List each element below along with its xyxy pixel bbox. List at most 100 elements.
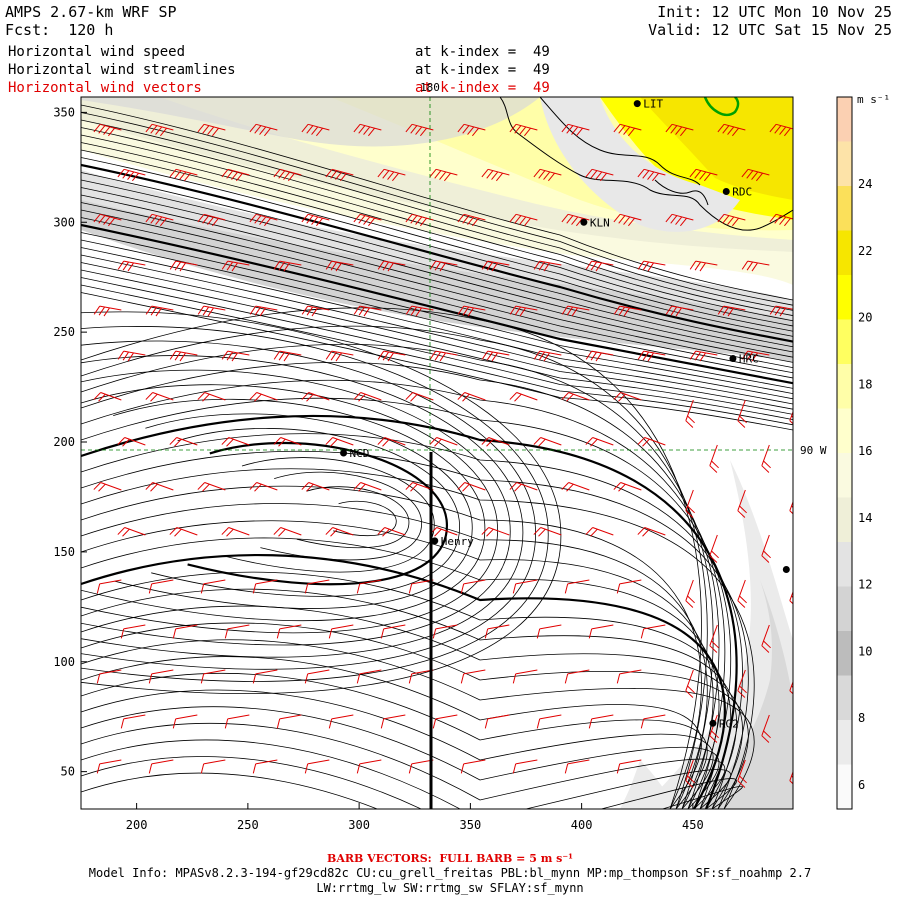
wind-barb <box>325 437 354 447</box>
wind-barb <box>564 669 590 684</box>
wind-barb <box>93 123 122 137</box>
wind-barb <box>616 669 642 684</box>
streamline <box>81 485 702 809</box>
colorbar-tick-label: 18 <box>858 377 872 391</box>
streamline <box>114 413 473 609</box>
streamline <box>151 428 460 597</box>
wind-barb <box>536 624 562 639</box>
streamline <box>81 284 793 426</box>
colorbar-tick-label: 20 <box>858 311 872 325</box>
wind-barb <box>561 482 590 492</box>
wind-barb <box>429 350 458 362</box>
wind-barb <box>148 579 174 594</box>
colorbar-band <box>837 542 852 587</box>
wind-barb <box>169 168 198 182</box>
wind-barb <box>509 213 538 227</box>
station-markers: LIT RDC KLN HRC NCD Henry RG2 <box>340 98 790 730</box>
wind-barb <box>685 399 695 428</box>
wind-barb <box>120 624 146 639</box>
colorbar-band <box>837 141 852 187</box>
wind-barb <box>588 714 614 729</box>
colorbar-tick-label: 16 <box>858 444 872 458</box>
wind-barb <box>221 260 250 272</box>
wind-barb <box>377 350 406 362</box>
wind-barb <box>561 392 590 402</box>
wind-barb <box>741 260 770 272</box>
wind-barb <box>301 305 330 317</box>
wind-barb <box>328 714 354 729</box>
wind-barb <box>377 437 406 447</box>
wind-barb <box>616 579 642 594</box>
wind-barb <box>533 437 562 447</box>
wind-barb <box>717 213 746 227</box>
wind-barb <box>761 624 771 653</box>
wind-barb <box>685 669 695 698</box>
wind-barb <box>117 527 146 537</box>
wind-barb <box>481 527 510 537</box>
wind-barb <box>685 759 695 788</box>
wind-barb <box>273 350 302 362</box>
colorbar-band <box>837 230 852 276</box>
colorbar-unit: m s⁻¹ <box>857 93 890 106</box>
wind-barb <box>249 123 278 137</box>
streamline <box>81 622 749 809</box>
wind-barb <box>169 350 198 362</box>
streamline <box>81 127 793 316</box>
wind-barb <box>432 714 458 729</box>
wind-barb <box>484 714 510 729</box>
wind-barb <box>794 350 821 363</box>
wind-barb <box>429 168 458 182</box>
streamline <box>81 292 793 431</box>
wind-barb <box>197 123 226 137</box>
wind-barb <box>145 305 174 317</box>
wind-barb <box>249 213 278 227</box>
colorbar-frame <box>836 96 853 810</box>
wind-barb <box>613 123 642 137</box>
wind-barb <box>224 714 250 729</box>
wind-barb <box>561 123 590 137</box>
wind-barb <box>356 759 382 774</box>
wind-barb <box>429 437 458 447</box>
station-label: NCD <box>350 447 370 460</box>
station-label: LIT <box>643 98 663 111</box>
colorbar-tick-label: 8 <box>858 711 865 725</box>
wind-barb <box>769 213 793 227</box>
y-tick-label: 250 <box>53 325 75 339</box>
colorbar-band <box>837 408 852 454</box>
wind-barb <box>224 624 250 639</box>
streamline <box>81 553 726 809</box>
streamline <box>81 537 720 809</box>
wind-barb <box>585 437 614 447</box>
wind-barb <box>812 535 829 563</box>
wind-barb <box>512 759 538 774</box>
wind-barb <box>812 715 829 743</box>
wind-barb <box>197 392 226 402</box>
wind-barb <box>200 669 226 684</box>
wind-barb <box>536 714 562 729</box>
wind-barb <box>769 123 793 137</box>
x-tick-label: 400 <box>571 818 593 832</box>
x-tick-label: 200 <box>126 818 148 832</box>
wind-barb <box>377 260 406 272</box>
wind-barb <box>509 305 538 317</box>
wind-barb <box>533 527 562 537</box>
streamline <box>81 134 793 322</box>
wind-barb <box>96 579 122 594</box>
wind-barb <box>761 714 771 743</box>
wind-barb <box>737 759 747 788</box>
model-info: Model Info: MPASv8.2.3-194-gf29cd82c CU:… <box>88 866 812 880</box>
wind-barb <box>429 260 458 272</box>
streamline <box>81 149 793 332</box>
y-tick-label: 350 <box>53 105 75 119</box>
wind-barb <box>512 669 538 684</box>
wind-barb <box>96 669 122 684</box>
streamline <box>81 209 793 374</box>
field-1-name: Horizontal wind speed <box>8 44 186 60</box>
wind-barb <box>637 260 666 272</box>
wind-barb <box>276 714 302 729</box>
station-label: RG2 <box>719 717 739 730</box>
wind-barb <box>709 624 719 653</box>
streamline <box>81 520 714 809</box>
streamline <box>81 605 743 809</box>
